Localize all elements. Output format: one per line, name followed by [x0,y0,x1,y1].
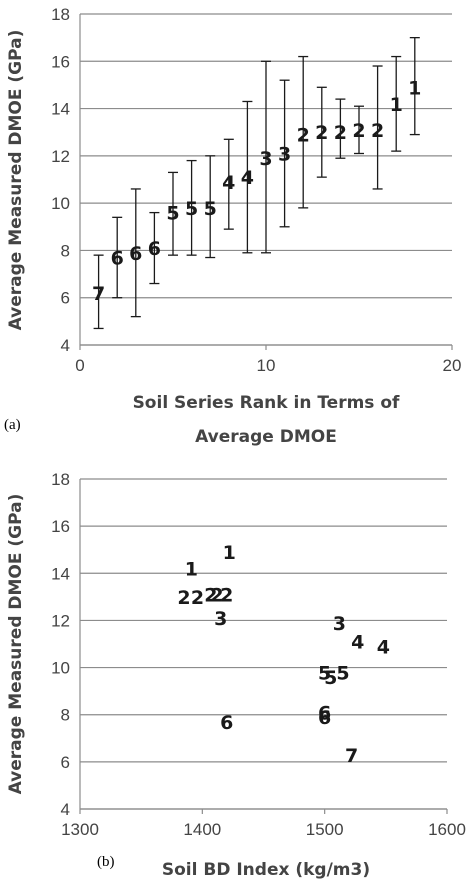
data-point-label: 2 [210,585,223,607]
data-point-label: 5 [204,198,217,220]
x-tick-label: 1600 [428,820,466,839]
x-tick-label: 10 [257,356,276,375]
data-point-label: 6 [220,712,233,734]
data-point-label: 6 [318,702,331,724]
y-tick-label: 8 [61,706,70,725]
data-point-label: 4 [222,172,235,194]
data-point-label: 2 [352,120,365,142]
data-point-label: 5 [185,198,198,220]
x-tick-label: 0 [75,356,84,375]
y-tick-label: 4 [61,800,70,819]
x-axis-title: Average DMOE [195,427,337,447]
data-point-label: 2 [315,122,328,144]
data-point-label: 2 [204,585,217,607]
data-point-label: 5 [336,662,349,684]
data-point-label: 6 [111,248,124,270]
data-point-label: 3 [259,148,272,170]
data-point-label: 5 [324,667,337,689]
data-point-label: 3 [278,143,291,165]
y-tick-label: 6 [61,753,70,772]
y-tick-label: 10 [51,194,70,213]
data-point-label: 3 [333,613,346,635]
x-tick-label: 20 [443,356,462,375]
y-tick-label: 16 [51,52,70,71]
data-point-label: 1 [223,542,236,564]
y-tick-label: 18 [51,470,70,489]
data-point-label: 2 [191,587,204,609]
x-tick-label: 1300 [61,820,99,839]
data-point-label: 1 [408,77,421,99]
data-point-label: 1 [185,559,198,581]
y-tick-label: 12 [51,611,70,630]
panel-a-label: (a) [4,417,21,433]
y-tick-label: 14 [51,564,70,583]
y-tick-label: 6 [61,289,70,308]
data-point-label: 2 [220,585,233,607]
data-point-label: 4 [351,632,364,654]
data-point-label: 5 [318,662,331,684]
y-tick-label: 14 [51,100,70,119]
data-point-label: 2 [334,122,347,144]
x-tick-label: 1400 [183,820,221,839]
panel-b-label: (b) [97,854,115,870]
y-tick-label: 16 [51,517,70,536]
data-point-label: 2 [177,587,190,609]
data-point-label: 5 [166,203,179,225]
data-point-label: 6 [318,707,331,729]
data-point-label: 2 [297,125,310,147]
data-point-label: 3 [214,608,227,630]
data-point-label: 6 [148,238,161,260]
y-tick-label: 18 [51,5,70,24]
data-point-label: 4 [241,167,254,189]
data-point-label: 7 [345,745,358,767]
data-point-label: 4 [377,636,390,658]
data-point-label: 1 [390,94,403,116]
y-axis-title: Average Measured DMOE (GPa) [6,494,26,795]
data-point-label: 2 [371,120,384,142]
y-tick-label: 8 [61,241,70,260]
data-point-label: 7 [92,283,105,305]
y-tick-label: 4 [61,336,70,355]
x-axis-title: Soil Series Rank in Terms of [133,393,400,413]
y-tick-label: 12 [51,147,70,166]
data-point-label: 6 [129,243,142,265]
y-tick-label: 10 [51,659,70,678]
x-axis-title: Soil BD Index (kg/m3) [162,860,370,880]
y-axis-title: Average Measured DMOE (GPa) [6,30,26,331]
x-tick-label: 1500 [306,820,344,839]
